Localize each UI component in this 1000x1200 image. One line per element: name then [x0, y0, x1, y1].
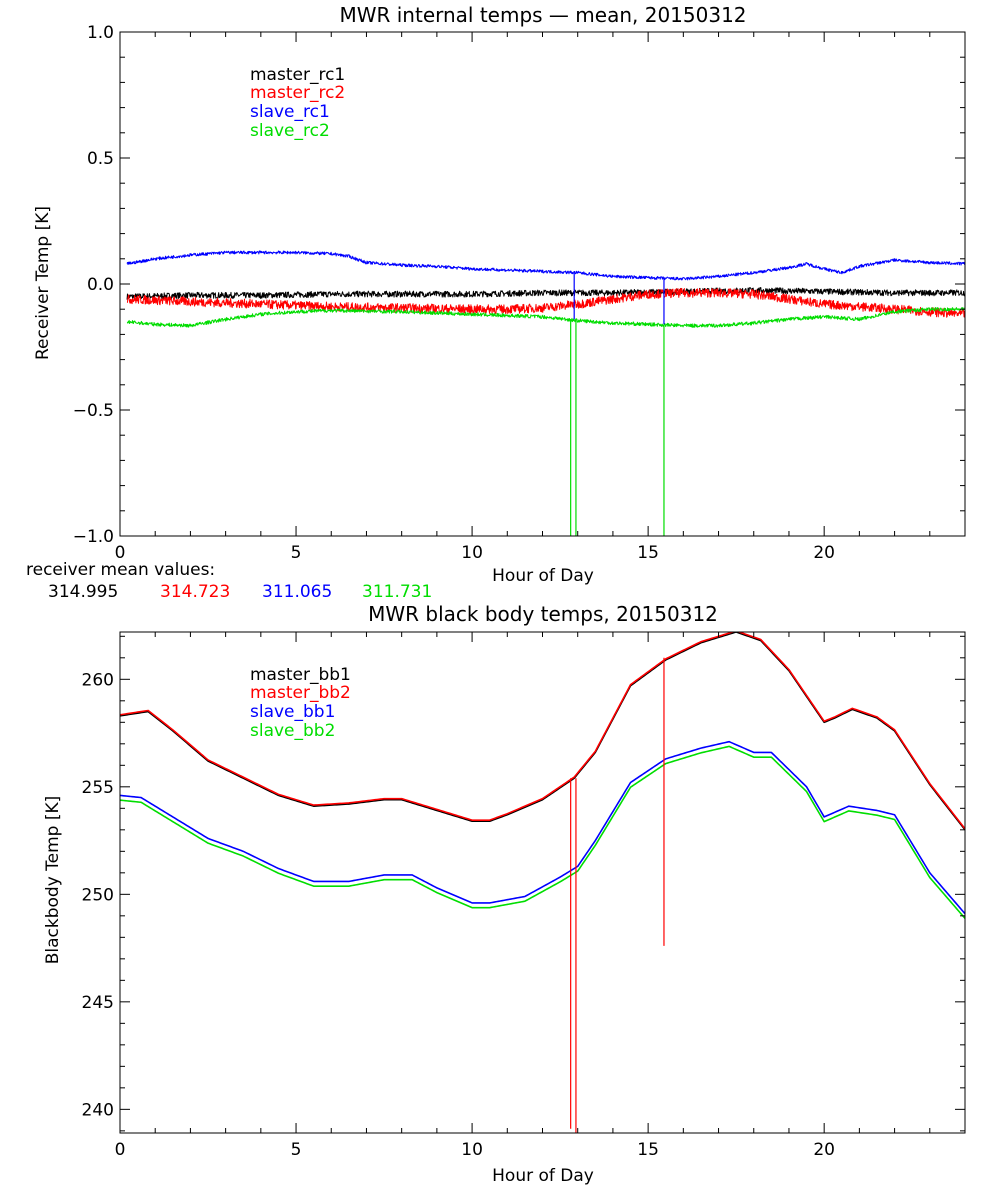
y-axis-label: Receiver Temp [K]: [33, 206, 53, 360]
series-line-slave_bb1: [120, 740, 965, 915]
x-tick-label: 15: [637, 543, 659, 563]
chart-title: MWR black body temps, 20150312: [368, 602, 718, 626]
y-tick-label: 260: [82, 670, 114, 690]
series-line-master_bb2: [120, 632, 965, 830]
x-tick-label: 20: [813, 1140, 835, 1160]
blackbody-temps-plot: 0 5 10 15 20 240 245 250 255 260: [82, 631, 966, 1160]
series-line-slave_rc1: [126, 250, 965, 281]
x-tick-label: 15: [637, 1140, 659, 1160]
y-tick-label: −1.0: [73, 527, 114, 547]
y-tick-label: 0.5: [87, 149, 114, 169]
series-line-master_rc2: [126, 287, 965, 318]
x-tick-label: 10: [461, 1140, 483, 1160]
y-tick-label: 240: [82, 1100, 114, 1120]
legend-entry: slave_bb2: [250, 721, 335, 741]
x-tick-label: 0: [115, 543, 126, 563]
receiver-means: receiver mean values: 314.995 314.723 31…: [26, 560, 432, 602]
y-axis-label: Blackbody Temp [K]: [43, 796, 63, 965]
axes-frame: [119, 31, 966, 537]
y-tick-label: 0.0: [87, 275, 114, 295]
series-line-master_rc1: [126, 287, 965, 300]
x-tick-label: 5: [291, 1140, 302, 1160]
y-tick-label: 250: [82, 885, 114, 905]
y-tick-label: −0.5: [73, 401, 114, 421]
receiver-temps-plot: 0 5 10 15 20 −1.0 −0.5 0.0 0.5 1.0: [73, 23, 966, 563]
series-line-slave_bb2: [120, 745, 965, 919]
x-axis-label: Hour of Day: [492, 1166, 594, 1186]
x-tick-label: 10: [461, 543, 483, 563]
axes-frame: [119, 631, 966, 1134]
receiver-temps-chart: MWR internal temps — mean, 20150312 0 5 10…: [33, 3, 966, 586]
series-line-slave_rc2: [126, 306, 965, 328]
blackbody-temps-chart: MWR black body temps, 20150312 0 5 10 15 20 2…: [43, 602, 966, 1186]
y-tick-label: 255: [82, 778, 114, 798]
chart-title: MWR internal temps — mean, 20150312: [339, 3, 746, 27]
receiver-mean-value: 311.731: [362, 582, 432, 602]
legend-entry: master_bb1: [250, 665, 351, 685]
legend-entry: slave_rc1: [250, 102, 330, 122]
x-tick-label: 5: [291, 543, 302, 563]
series-line-master_bb1: [120, 632, 965, 831]
legend-entry: master_rc1: [250, 65, 345, 85]
receiver-mean-value: 314.995: [48, 582, 118, 602]
receiver-mean-value: 311.065: [262, 582, 332, 602]
y-tick-label: 245: [82, 993, 114, 1013]
plot-area: [126, 250, 965, 536]
legend-entry: master_rc2: [250, 83, 345, 103]
receiver-mean-value: 314.723: [160, 582, 230, 602]
x-axis-label: Hour of Day: [492, 566, 594, 586]
legend-entry: master_bb2: [250, 683, 351, 703]
legend-entry: slave_rc2: [250, 121, 330, 141]
legend-entry: slave_bb1: [250, 702, 335, 722]
x-tick-label: 0: [115, 1140, 126, 1160]
y-tick-label: 1.0: [87, 23, 114, 43]
x-tick-label: 20: [813, 543, 835, 563]
receiver-means-label: receiver mean values:: [26, 560, 215, 580]
plot-area: [120, 632, 965, 1133]
legend: master_rc1 master_rc2 slave_rc1 slave_rc…: [250, 65, 345, 141]
legend: master_bb1 master_bb2 slave_bb1 slave_bb…: [250, 665, 351, 741]
